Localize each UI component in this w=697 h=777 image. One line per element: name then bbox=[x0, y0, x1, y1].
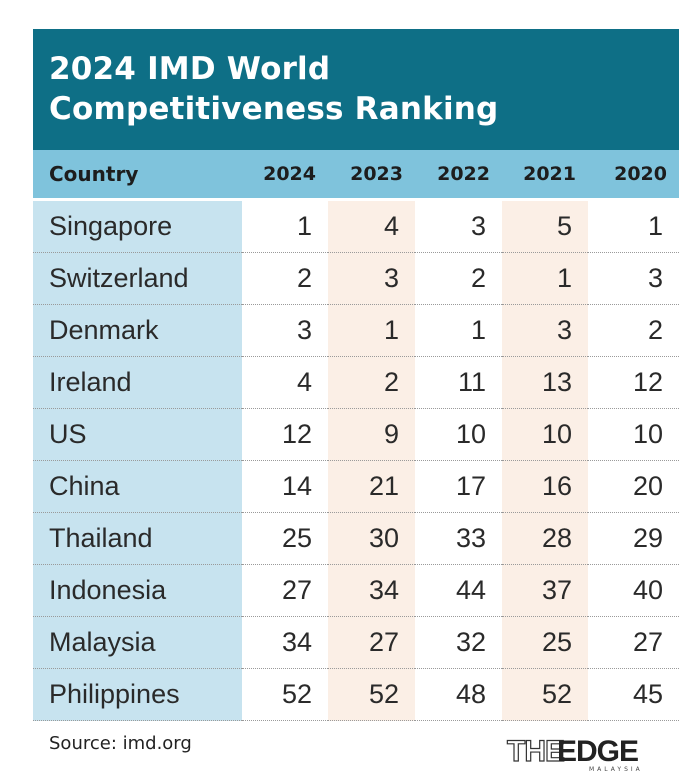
column-header-2021: 2021 bbox=[502, 150, 588, 200]
rank-cell-2020: 1 bbox=[588, 198, 679, 253]
table-row: China 14 21 17 16 20 bbox=[33, 460, 679, 513]
rank-cell-2023: 30 bbox=[328, 512, 415, 565]
rank-cell-2021: 52 bbox=[502, 668, 588, 721]
country-cell: Denmark bbox=[33, 304, 242, 357]
table-row: Ireland 4 2 11 13 12 bbox=[33, 356, 679, 409]
rank-cell-2023: 21 bbox=[328, 460, 415, 513]
table-row: Indonesia 27 34 44 37 40 bbox=[33, 564, 679, 617]
rank-cell-2021: 25 bbox=[502, 616, 588, 669]
ranking-table-card: 2024 IMD World Competitiveness Ranking C… bbox=[33, 29, 679, 721]
rank-cell-2024: 25 bbox=[242, 512, 328, 565]
country-cell: China bbox=[33, 460, 242, 513]
rank-cell-2023: 34 bbox=[328, 564, 415, 617]
rank-cell-2024: 52 bbox=[242, 668, 328, 721]
logo-the-text: THE bbox=[506, 734, 565, 768]
rank-cell-2021: 13 bbox=[502, 356, 588, 409]
country-cell: Thailand bbox=[33, 512, 242, 565]
rank-cell-2020: 12 bbox=[588, 356, 679, 409]
rank-cell-2024: 2 bbox=[242, 252, 328, 305]
column-header-country: Country bbox=[33, 150, 242, 200]
country-cell: Ireland bbox=[33, 356, 242, 409]
rank-cell-2021: 5 bbox=[502, 198, 588, 253]
country-cell: US bbox=[33, 408, 242, 461]
rank-cell-2024: 3 bbox=[242, 304, 328, 357]
title-line-2: Competitiveness Ranking bbox=[49, 91, 499, 127]
rank-cell-2021: 37 bbox=[502, 564, 588, 617]
rank-cell-2024: 4 bbox=[242, 356, 328, 409]
rank-cell-2022: 33 bbox=[415, 512, 502, 565]
rank-cell-2021: 28 bbox=[502, 512, 588, 565]
rank-cell-2023: 3 bbox=[328, 252, 415, 305]
rank-cell-2022: 2 bbox=[415, 252, 502, 305]
rank-cell-2023: 9 bbox=[328, 408, 415, 461]
rank-cell-2022: 11 bbox=[415, 356, 502, 409]
rank-cell-2024: 1 bbox=[242, 198, 328, 253]
the-edge-logo: THE EDGE MALAYSIA bbox=[506, 734, 677, 775]
rank-cell-2020: 40 bbox=[588, 564, 679, 617]
source-note: Source: imd.org bbox=[49, 733, 192, 754]
country-cell: Malaysia bbox=[33, 616, 242, 669]
logo-sub-text: MALAYSIA bbox=[589, 766, 643, 773]
rank-cell-2020: 3 bbox=[588, 252, 679, 305]
rank-cell-2022: 17 bbox=[415, 460, 502, 513]
rank-cell-2022: 1 bbox=[415, 304, 502, 357]
table-body: Singapore 1 4 3 5 1 Switzerland 2 3 2 1 3 Denmark 3 1 1… bbox=[33, 198, 679, 721]
column-header-2023: 2023 bbox=[328, 150, 415, 200]
table-row: Thailand 25 30 33 28 29 bbox=[33, 512, 679, 565]
table-row: Singapore 1 4 3 5 1 bbox=[33, 198, 679, 253]
ranking-table: Country 2024 2023 2022 2021 2020 Singapo… bbox=[33, 150, 679, 721]
rank-cell-2024: 34 bbox=[242, 616, 328, 669]
column-header-2020: 2020 bbox=[588, 150, 679, 200]
table-row: Philippines 52 52 48 52 45 bbox=[33, 668, 679, 721]
rank-cell-2023: 2 bbox=[328, 356, 415, 409]
title-banner: 2024 IMD World Competitiveness Ranking bbox=[33, 29, 679, 150]
rank-cell-2021: 3 bbox=[502, 304, 588, 357]
rank-cell-2022: 32 bbox=[415, 616, 502, 669]
rank-cell-2020: 20 bbox=[588, 460, 679, 513]
country-cell: Switzerland bbox=[33, 252, 242, 305]
rank-cell-2024: 14 bbox=[242, 460, 328, 513]
country-cell: Indonesia bbox=[33, 564, 242, 617]
rank-cell-2022: 48 bbox=[415, 668, 502, 721]
rank-cell-2020: 45 bbox=[588, 668, 679, 721]
table-row: Denmark 3 1 1 3 2 bbox=[33, 304, 679, 357]
country-cell: Philippines bbox=[33, 668, 242, 721]
table-header-row: Country 2024 2023 2022 2021 2020 bbox=[33, 150, 679, 200]
rank-cell-2020: 29 bbox=[588, 512, 679, 565]
column-header-2024: 2024 bbox=[242, 150, 328, 200]
country-cell: Singapore bbox=[33, 198, 242, 253]
rank-cell-2024: 27 bbox=[242, 564, 328, 617]
table-row: Switzerland 2 3 2 1 3 bbox=[33, 252, 679, 305]
rank-cell-2023: 52 bbox=[328, 668, 415, 721]
rank-cell-2022: 44 bbox=[415, 564, 502, 617]
rank-cell-2023: 4 bbox=[328, 198, 415, 253]
table-row: US 12 9 10 10 10 bbox=[33, 408, 679, 461]
rank-cell-2020: 2 bbox=[588, 304, 679, 357]
rank-cell-2021: 16 bbox=[502, 460, 588, 513]
rank-cell-2022: 3 bbox=[415, 198, 502, 253]
rank-cell-2023: 27 bbox=[328, 616, 415, 669]
title-line-1: 2024 IMD World bbox=[49, 51, 331, 87]
rank-cell-2020: 27 bbox=[588, 616, 679, 669]
column-header-2022: 2022 bbox=[415, 150, 502, 200]
logo-edge-text: EDGE bbox=[557, 735, 639, 768]
table-row: Malaysia 34 27 32 25 27 bbox=[33, 616, 679, 669]
rank-cell-2021: 10 bbox=[502, 408, 588, 461]
rank-cell-2021: 1 bbox=[502, 252, 588, 305]
rank-cell-2023: 1 bbox=[328, 304, 415, 357]
rank-cell-2022: 10 bbox=[415, 408, 502, 461]
rank-cell-2020: 10 bbox=[588, 408, 679, 461]
rank-cell-2024: 12 bbox=[242, 408, 328, 461]
